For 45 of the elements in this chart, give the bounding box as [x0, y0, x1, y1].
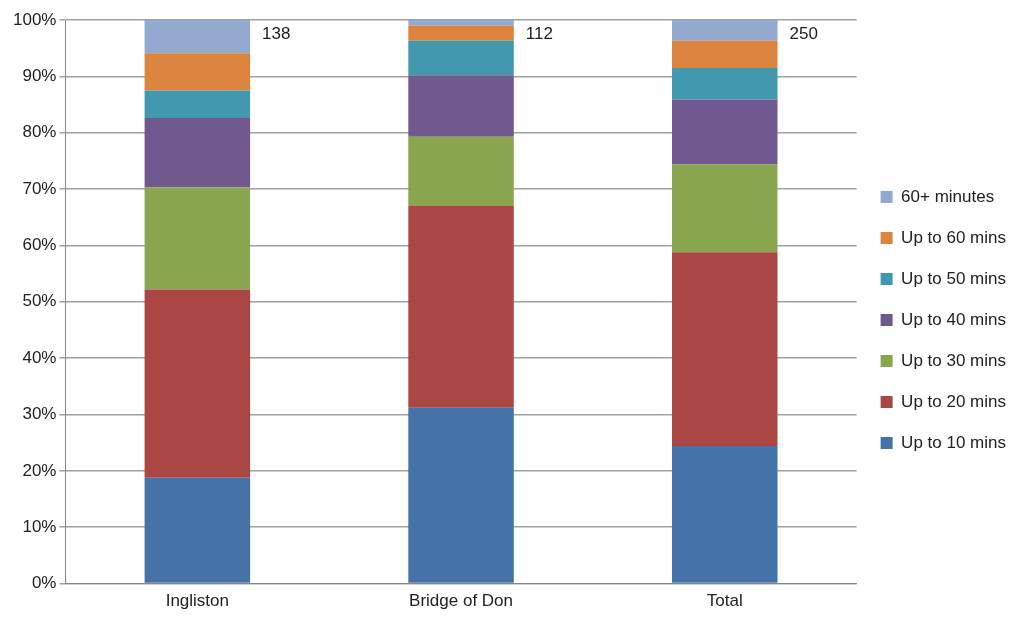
y-tick-label: 90% [22, 66, 57, 86]
bar [408, 205, 514, 408]
annotation: 250 [789, 24, 818, 44]
annotation: 112 [525, 24, 553, 44]
annotation: 138 [262, 24, 291, 44]
bar [408, 40, 514, 76]
y-tick-label: 20% [22, 460, 57, 480]
bar [144, 477, 251, 583]
bar [672, 99, 778, 165]
y-tick-label: 50% [22, 291, 57, 311]
bar [672, 164, 778, 253]
bar [672, 20, 778, 41]
bar [408, 407, 514, 583]
bar [672, 67, 778, 100]
y-tick-label: 0% [31, 573, 57, 593]
bar [408, 136, 514, 206]
bar [144, 187, 251, 290]
bar [408, 75, 514, 137]
y-tick-label: 70% [22, 178, 57, 198]
y-tick-label: 40% [22, 347, 57, 367]
legend-label: Up to 60 mins [901, 227, 1007, 247]
x-tick-label: Bridge of Don [409, 591, 514, 611]
x-tick-label: Ingliston [165, 591, 229, 611]
legend-label: Up to 40 mins [901, 309, 1007, 329]
y-tick-label: 80% [22, 122, 57, 142]
x-tick-label: Total [706, 591, 743, 611]
legend-label: Up to 30 mins [901, 350, 1007, 370]
bar [144, 53, 251, 91]
y-tick-label: 10% [22, 516, 57, 536]
bar [408, 20, 514, 26]
legend-label: Up to 50 mins [901, 268, 1007, 288]
y-tick-label: 100% [13, 9, 57, 29]
bar [672, 40, 778, 68]
legend-label: Up to 20 mins [901, 391, 1007, 411]
y-tick-label: 30% [22, 404, 57, 424]
legend-label: 60+ minutes [901, 186, 995, 206]
bar [144, 20, 251, 54]
y-tick-label: 60% [22, 235, 57, 255]
bar [144, 118, 251, 188]
bar [408, 25, 514, 41]
bar [144, 289, 251, 478]
bar [672, 446, 778, 583]
legend-label: Up to 10 mins [901, 432, 1007, 452]
bar [672, 252, 778, 447]
bar [144, 90, 251, 119]
